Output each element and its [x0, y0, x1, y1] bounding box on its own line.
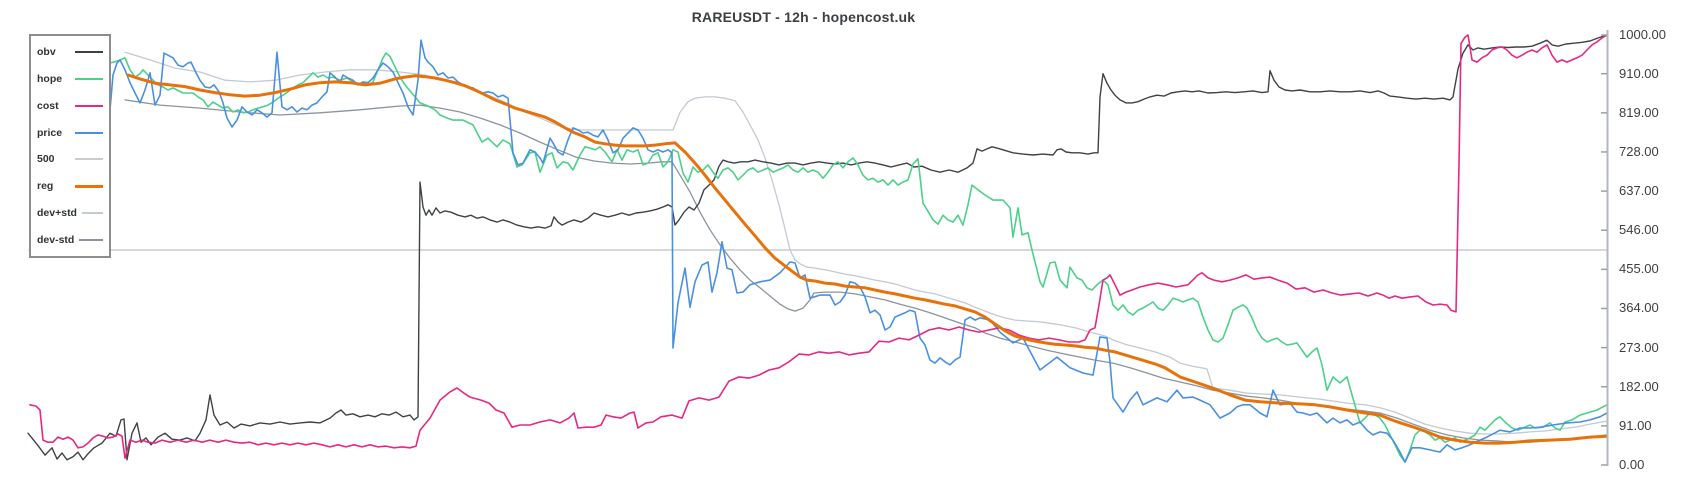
legend-label: price — [37, 126, 63, 139]
legend-item-hope: hope — [37, 73, 103, 85]
legend-item-dev-plus-std: dev+std — [37, 207, 103, 219]
legend-line-swatch — [81, 211, 103, 214]
legend-label: obv — [37, 46, 56, 59]
legend-label: reg — [37, 180, 54, 193]
legend-line-swatch — [75, 184, 103, 188]
series-dev-std — [124, 99, 1608, 443]
legend-label: dev+std — [37, 206, 77, 219]
legend-line-swatch — [79, 238, 103, 241]
legend-label: 500 — [37, 153, 55, 166]
legend-line-swatch — [75, 78, 103, 81]
legend-line-swatch — [75, 158, 103, 161]
legend-line-swatch — [75, 104, 103, 107]
series-price — [109, 39, 1608, 463]
series-dev+std — [124, 51, 1608, 435]
legend-item-reg: reg — [37, 180, 103, 192]
series-obv — [27, 34, 1608, 461]
legend-line-swatch — [75, 51, 103, 54]
legend-label: dev-std — [37, 233, 75, 246]
legend-label: hope — [37, 73, 63, 86]
legend: obv hope cost price 500 reg dev+std dev — [29, 34, 111, 258]
legend-item-obv: obv — [37, 46, 103, 58]
legend-item-dev-minus-std: dev-std — [37, 234, 103, 246]
legend-item-cost: cost — [37, 100, 103, 112]
legend-label: cost — [37, 99, 59, 112]
series-cost — [29, 34, 1608, 459]
legend-line-swatch — [75, 131, 103, 134]
legend-item-price: price — [37, 127, 103, 139]
series-hope — [109, 52, 1608, 463]
chart-title: RAREUSDT - 12h - hopencost.uk — [691, 9, 916, 25]
legend-item-500: 500 — [37, 153, 103, 165]
series-reg — [126, 73, 1609, 445]
